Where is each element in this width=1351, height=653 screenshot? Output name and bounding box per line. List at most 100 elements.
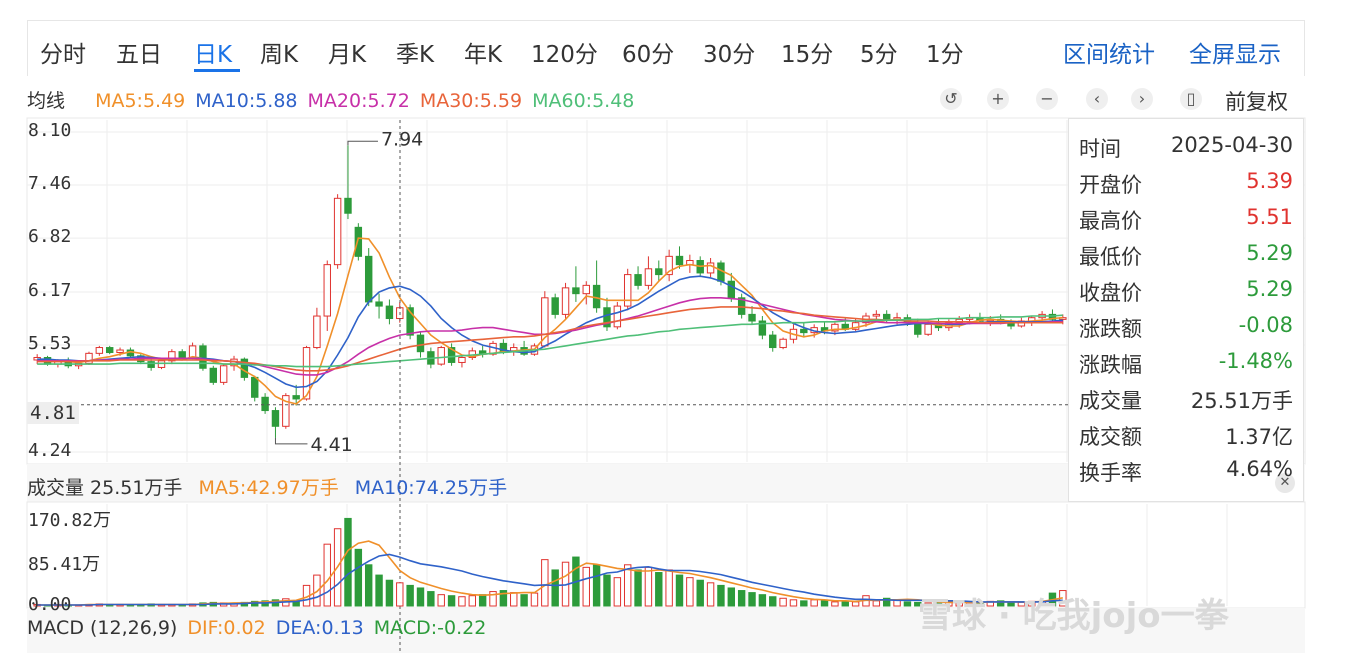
candle-body — [769, 334, 777, 349]
zoom-in-icon[interactable]: + — [987, 88, 1009, 110]
info-row: 成交额 1.37亿 — [1079, 421, 1293, 451]
tab-10[interactable]: 15分 — [781, 42, 834, 68]
volume-tick-label: 0.00 — [28, 594, 72, 615]
watermark: 雪球 · 吃我jojo一拳 — [918, 596, 1229, 636]
info-key: 时间 — [1079, 137, 1121, 161]
volume-bar — [748, 592, 756, 607]
volume-bar — [810, 599, 818, 607]
volume-bar — [675, 574, 684, 607]
price-tick-label: 5.53 — [28, 333, 72, 355]
price-tick-label: 7.46 — [28, 173, 72, 195]
candle-body — [572, 287, 580, 295]
tab-12[interactable]: 1分 — [926, 42, 964, 68]
volume-bar — [623, 564, 632, 607]
ma-legend-item: MA60:5.48 — [532, 90, 635, 112]
candle-body — [737, 297, 746, 315]
candle-body — [924, 323, 932, 335]
candle-body — [178, 351, 186, 358]
volume-bar — [769, 596, 777, 607]
adjust-mode-button[interactable]: 前复权 — [1225, 90, 1288, 114]
tab-11[interactable]: 5分 — [860, 42, 898, 68]
candle-body — [333, 197, 342, 266]
info-row: 收盘价 5.29 — [1079, 277, 1293, 307]
candle-body — [168, 351, 176, 362]
zoom-out-icon[interactable]: − — [1036, 88, 1058, 110]
candle-body — [209, 367, 218, 383]
active-tab-underline — [194, 69, 240, 72]
candle-body — [603, 307, 611, 328]
tab-0[interactable]: 分时 — [40, 42, 86, 68]
candle-body — [665, 255, 673, 276]
info-value: 5.39 — [1246, 169, 1293, 193]
prev-icon[interactable]: ‹ — [1086, 88, 1108, 110]
fullscreen-button[interactable]: 全屏显示 — [1189, 42, 1281, 68]
volume-bar — [447, 595, 456, 607]
candle-body — [364, 255, 373, 303]
next-icon[interactable]: › — [1131, 88, 1153, 110]
candle-body — [634, 274, 642, 286]
volume-bar — [437, 594, 445, 607]
volume-legend-item: MA5:42.97万手 — [198, 477, 339, 499]
tab-3[interactable]: 周K — [260, 42, 299, 68]
tab-6[interactable]: 年K — [464, 42, 503, 68]
candle-body — [251, 376, 259, 398]
price-tick-label: 8.10 — [28, 120, 72, 141]
candle-body — [157, 360, 166, 368]
price-tick-label: 6.17 — [28, 280, 72, 301]
tab-7[interactable]: 120分 — [531, 42, 598, 68]
tab-4[interactable]: 月K — [328, 42, 367, 68]
info-value: 5.51 — [1246, 205, 1293, 229]
candle-body — [582, 284, 590, 295]
macd-legend-item: DEA:0.13 — [275, 617, 364, 639]
volume-bar — [800, 600, 808, 607]
volume-bar — [468, 595, 477, 607]
ohlc-info-panel: ✕ 时间 2025-04-30 开盘价 5.39 最高价 5.51 最低价 5.29 收盘价 5.… — [1068, 118, 1304, 502]
candle-body — [85, 352, 93, 364]
ma-line-ma10 — [37, 275, 1063, 389]
candle-body — [416, 334, 425, 353]
volume-bar — [665, 569, 673, 607]
volume-bar — [996, 600, 1005, 607]
range-stats-button[interactable]: 区间统计 — [1063, 42, 1155, 68]
volume-bar — [634, 569, 642, 607]
volume-bar — [851, 601, 860, 607]
info-key: 收盘价 — [1079, 281, 1142, 305]
volume-bar — [644, 566, 653, 607]
info-key: 成交量 — [1079, 389, 1142, 413]
price-tick-label: 4.24 — [28, 440, 72, 461]
tab-1[interactable]: 五日 — [116, 42, 162, 68]
candle-body — [271, 410, 280, 427]
volume-bar — [872, 600, 881, 607]
candle-body — [748, 313, 756, 322]
tab-8[interactable]: 60分 — [622, 42, 675, 68]
info-row: 最高价 5.51 — [1079, 205, 1293, 235]
info-row: 换手率 4.64% — [1079, 457, 1293, 487]
candle-icon[interactable]: ▯ — [1180, 88, 1202, 110]
volume-legend-item: 成交量 25.51万手 — [27, 477, 183, 499]
info-row: 涨跌幅 -1.48% — [1079, 349, 1293, 379]
volume-bar — [478, 594, 487, 607]
price-tick-label: 6.82 — [28, 226, 72, 248]
info-key: 换手率 — [1079, 461, 1142, 485]
macd-legend: MACD (12,26,9) DIF:0.02 DEA:0.13 MACD:-0.22 — [27, 617, 496, 641]
candle-body — [758, 320, 767, 336]
undo-icon[interactable]: ↺ — [940, 88, 962, 110]
candle-body — [302, 347, 311, 400]
volume-bar — [582, 566, 590, 607]
info-value: 2025-04-30 — [1170, 133, 1293, 157]
volume-bar — [613, 577, 622, 607]
tab-5[interactable]: 季K — [396, 42, 435, 68]
tab-9[interactable]: 30分 — [703, 42, 756, 68]
volume-bar — [530, 592, 539, 607]
info-value: 1.37亿 — [1225, 425, 1293, 449]
volume-bar — [696, 579, 704, 607]
tab-2[interactable]: 日K — [194, 42, 233, 68]
candle-body — [385, 305, 394, 320]
macd-legend-item: DIF:0.02 — [187, 617, 266, 639]
volume-bar — [914, 601, 922, 607]
volume-bar — [779, 597, 787, 607]
low-marker-line — [274, 437, 308, 445]
close-icon[interactable]: ✕ — [1275, 473, 1295, 493]
volume-ma-line-ma10 — [37, 553, 1063, 606]
